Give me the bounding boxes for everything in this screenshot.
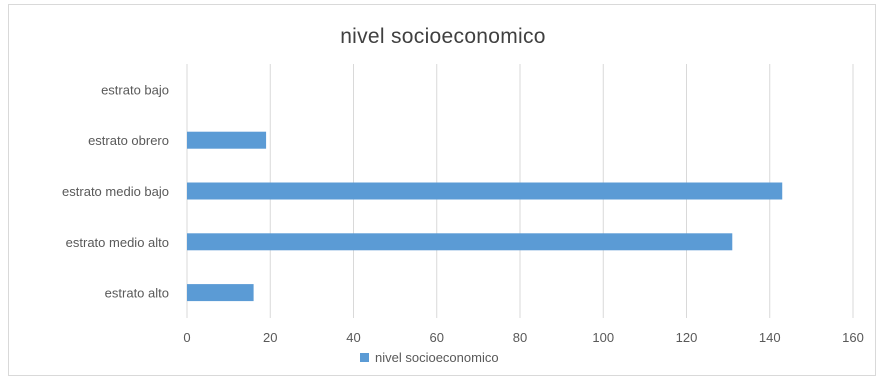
bar: [187, 233, 733, 251]
category-label: estrato medio bajo: [62, 184, 169, 199]
x-tick-label: 160: [842, 330, 864, 345]
category-label: estrato obrero: [88, 133, 169, 148]
category-label: estrato medio alto: [66, 235, 169, 250]
legend-swatch: [360, 353, 369, 362]
x-tick-label: 80: [513, 330, 527, 345]
category-labels: estrato bajo estrato obrero estrato medio …: [62, 82, 169, 300]
x-tick-label: 60: [430, 330, 444, 345]
legend-label: nivel socioeconomico: [375, 350, 499, 365]
chart-title: nivel socioeconomico: [340, 25, 546, 48]
x-tick-label: 40: [346, 330, 360, 345]
bar: [187, 182, 783, 200]
legend: nivel socioeconomico: [360, 350, 499, 365]
bars: [187, 131, 783, 302]
bar: [187, 131, 267, 149]
category-label: estrato alto: [105, 286, 169, 301]
x-tick-label: 140: [759, 330, 781, 345]
bar: [187, 284, 254, 302]
x-tick-label: 100: [592, 330, 614, 345]
x-tick-label: 120: [676, 330, 698, 345]
category-label: estrato bajo: [101, 82, 169, 97]
x-tick-labels: 0 20 40 60 80 100 120 140 160: [183, 330, 863, 345]
x-tick-label: 20: [263, 330, 277, 345]
x-tick-label: 0: [183, 330, 190, 345]
